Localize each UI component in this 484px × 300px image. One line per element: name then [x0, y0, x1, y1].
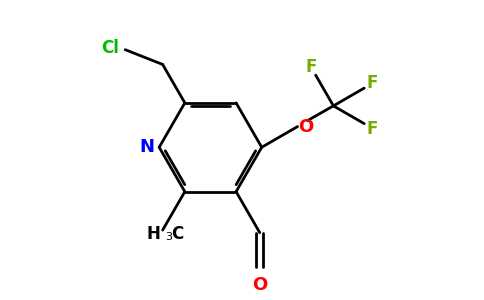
Text: H: H	[147, 225, 161, 243]
Text: 3: 3	[166, 232, 173, 242]
Text: F: F	[367, 74, 378, 92]
Text: C: C	[171, 225, 184, 243]
Text: F: F	[367, 119, 378, 137]
Text: O: O	[298, 118, 313, 136]
Text: O: O	[252, 276, 267, 294]
Text: Cl: Cl	[102, 39, 119, 57]
Text: N: N	[139, 138, 154, 156]
Text: F: F	[305, 58, 317, 76]
